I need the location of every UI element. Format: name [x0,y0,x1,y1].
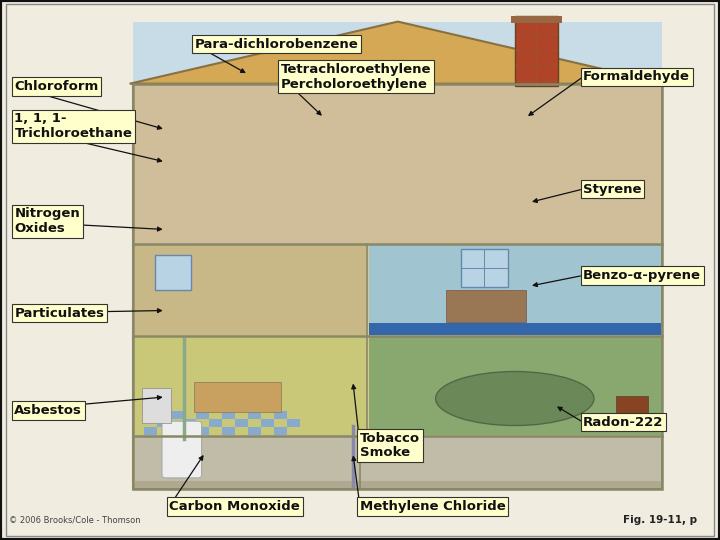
FancyBboxPatch shape [194,382,281,412]
Text: 1, 1, 1-
Trichloroethane: 1, 1, 1- Trichloroethane [14,112,132,140]
FancyBboxPatch shape [170,427,183,435]
FancyBboxPatch shape [135,437,661,488]
FancyBboxPatch shape [511,16,562,23]
FancyBboxPatch shape [196,411,209,419]
FancyBboxPatch shape [135,85,661,244]
FancyBboxPatch shape [133,22,662,489]
FancyBboxPatch shape [446,290,526,322]
FancyBboxPatch shape [144,427,157,435]
FancyBboxPatch shape [274,427,287,435]
FancyBboxPatch shape [157,419,170,427]
Text: Carbon Monoxide: Carbon Monoxide [169,500,300,513]
FancyBboxPatch shape [162,421,202,478]
FancyBboxPatch shape [144,411,157,419]
Ellipse shape [436,372,594,426]
Polygon shape [130,22,666,84]
FancyBboxPatch shape [248,411,261,419]
FancyBboxPatch shape [461,249,508,287]
FancyBboxPatch shape [135,245,366,335]
Text: Chloroform: Chloroform [14,80,99,93]
FancyBboxPatch shape [135,337,366,435]
FancyBboxPatch shape [155,255,191,290]
FancyBboxPatch shape [209,419,222,427]
Text: Methylene Chloride: Methylene Chloride [360,500,505,513]
Text: Fig. 19-11, p: Fig. 19-11, p [623,515,697,525]
Text: Nitrogen
Oxides: Nitrogen Oxides [14,207,80,235]
FancyBboxPatch shape [196,427,209,435]
Text: Para-dichlorobenzene: Para-dichlorobenzene [194,38,358,51]
FancyBboxPatch shape [235,419,248,427]
Text: Radon-222: Radon-222 [583,416,664,429]
Text: Asbestos: Asbestos [14,404,82,417]
FancyBboxPatch shape [135,481,661,488]
FancyBboxPatch shape [369,323,661,335]
FancyBboxPatch shape [369,337,661,435]
Text: Tetrachloroethylene
Percholoroethylene: Tetrachloroethylene Percholoroethylene [281,63,431,91]
FancyBboxPatch shape [222,427,235,435]
Text: Particulates: Particulates [14,307,104,320]
FancyBboxPatch shape [222,411,235,419]
FancyBboxPatch shape [616,396,648,428]
FancyBboxPatch shape [248,427,261,435]
FancyBboxPatch shape [142,388,171,423]
Text: Benzo-α-pyrene: Benzo-α-pyrene [583,269,701,282]
FancyBboxPatch shape [183,419,196,427]
FancyBboxPatch shape [287,419,300,427]
Text: Styrene: Styrene [583,183,642,195]
FancyBboxPatch shape [261,419,274,427]
FancyBboxPatch shape [274,411,287,419]
FancyBboxPatch shape [515,16,558,86]
FancyBboxPatch shape [133,84,662,489]
Text: Formaldehyde: Formaldehyde [583,70,690,83]
Text: Tobacco
Smoke: Tobacco Smoke [360,431,420,460]
Polygon shape [133,28,662,84]
FancyBboxPatch shape [369,245,661,335]
Text: © 2006 Brooks/Cole - Thomson: © 2006 Brooks/Cole - Thomson [9,516,140,525]
FancyBboxPatch shape [170,411,183,419]
